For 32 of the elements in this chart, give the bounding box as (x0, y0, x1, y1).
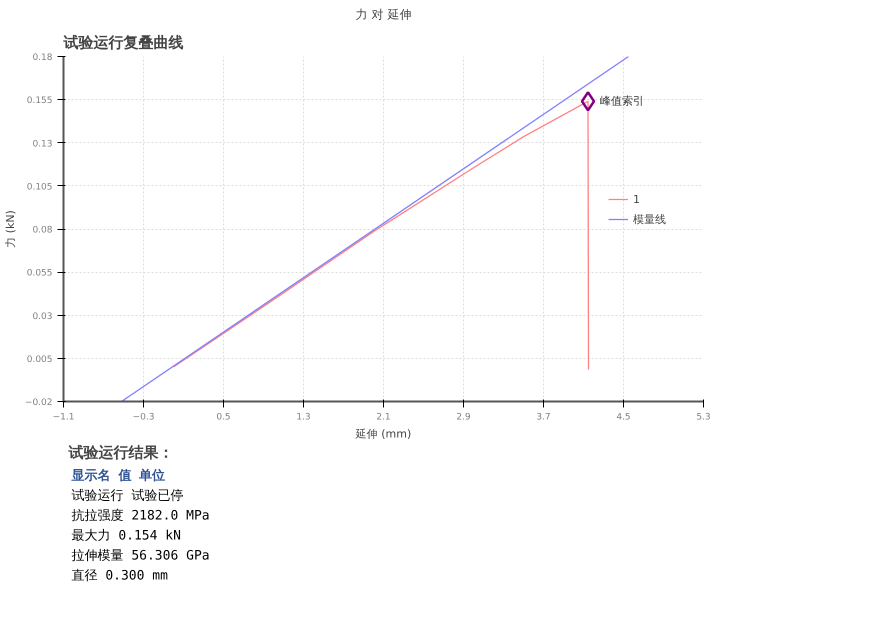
text: 抗拉强度 2182.0 MPa (72, 508, 210, 524)
y-tick-label: 0.18 (32, 53, 53, 63)
y-tick-label: −0.02 (24, 398, 53, 408)
text: 试验运行结果： (68, 444, 174, 462)
y-tick-label: 0.08 (32, 226, 53, 236)
x-tick-label: −0.3 (132, 412, 154, 422)
annotation: 峰值索引 (600, 94, 644, 108)
x-tick-label: 2.9 (456, 412, 471, 422)
x-tick-label: 1.3 (296, 412, 311, 422)
legend-label: 模量线 (633, 212, 666, 226)
text: 拉伸模量 56.306 GPa (72, 548, 210, 564)
y-axis-title: 力 (kN) (4, 210, 17, 248)
x-tick-label: 5.3 (696, 412, 711, 422)
x-axis-title: 延伸 (mm) (354, 428, 412, 440)
text: 试验运行 试验已停 (72, 488, 184, 504)
legend-label: 1 (633, 192, 641, 206)
y-tick-label: 0.105 (26, 182, 52, 192)
y-tick-label: 0.03 (32, 312, 53, 322)
y-tick-label: 0.005 (26, 354, 52, 365)
x-tick-label: 2.1 (376, 412, 391, 422)
y-tick-label: 0.13 (32, 139, 53, 150)
x-tick-label: 0.5 (216, 412, 231, 422)
x-tick-label: −1.1 (52, 412, 74, 422)
x-tick-label: 3.7 (536, 412, 551, 422)
y-tick-label: 0.055 (26, 268, 52, 279)
x-tick-label: 4.5 (616, 412, 631, 422)
chart-title: 力 对 延伸 (356, 8, 412, 22)
text: 直径 0.300 mm (72, 568, 168, 584)
text: 最大力 0.154 kN (72, 528, 181, 544)
text: 显示名 值 单位 (70, 468, 166, 484)
y-tick-label: 0.155 (26, 96, 52, 106)
text: 试验运行复叠曲线 (62, 34, 184, 52)
